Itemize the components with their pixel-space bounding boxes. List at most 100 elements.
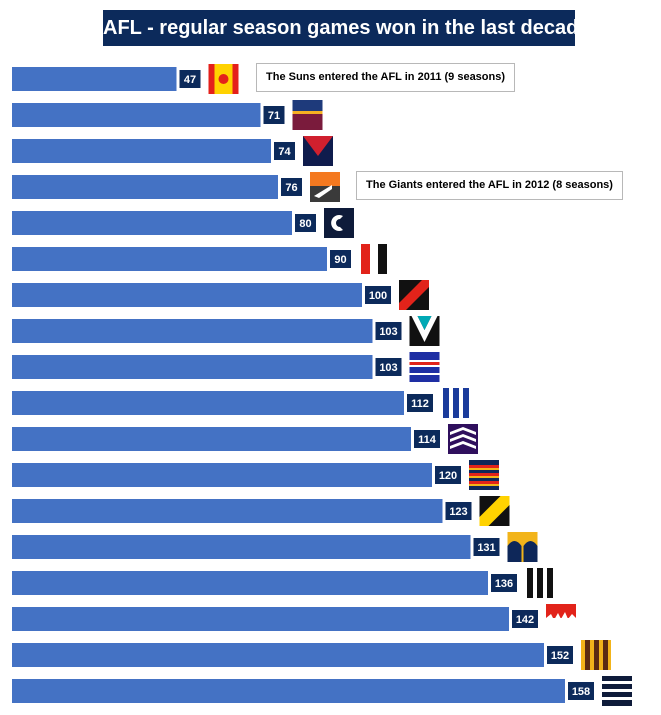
bar <box>12 535 471 559</box>
value-label: 136 <box>495 578 513 590</box>
icon-part <box>399 280 429 310</box>
bar <box>12 319 373 343</box>
guernsey-black-yellow-sash-icon <box>479 496 510 526</box>
icon-part <box>292 100 323 111</box>
icon-part <box>547 568 553 598</box>
guernsey-purple-chevrons-icon <box>448 424 478 454</box>
icon-part <box>409 352 440 360</box>
value-label: 114 <box>418 434 437 446</box>
value-label-box <box>568 682 594 700</box>
bar <box>12 67 177 91</box>
value-label-box <box>330 250 351 268</box>
bar <box>12 283 362 307</box>
icon-part <box>594 640 599 670</box>
bar <box>12 499 443 523</box>
value-label: 71 <box>268 110 280 122</box>
bar <box>12 679 565 703</box>
icon-part <box>453 388 459 418</box>
guernsey-black-teal-chevron-icon <box>409 316 440 346</box>
bar <box>12 211 292 235</box>
value-label: 123 <box>449 506 467 518</box>
value-label-box <box>179 70 201 88</box>
icon-part <box>324 208 354 238</box>
bar <box>12 571 488 595</box>
icon-part <box>469 473 499 476</box>
icon-part <box>546 604 576 618</box>
value-label-box <box>473 538 500 556</box>
bar <box>12 427 411 451</box>
icon-part <box>218 74 229 84</box>
bar <box>12 175 278 199</box>
icon-part <box>546 612 576 622</box>
guernsey-navy-red-gold-hoops-icon <box>469 460 499 490</box>
value-label-box <box>547 646 573 664</box>
icon-part <box>602 684 632 689</box>
guernsey-navy-red-v-icon <box>303 136 333 166</box>
value-label: 100 <box>369 290 387 302</box>
guernsey-black-red-sash-icon <box>399 280 429 310</box>
value-label-box <box>414 430 440 448</box>
bar <box>12 607 509 631</box>
bar <box>12 247 327 271</box>
annotation-note: The Suns entered the AFL in 2011 (9 seas… <box>256 63 516 92</box>
bar <box>12 355 373 379</box>
icon-part <box>523 541 538 562</box>
value-label: 152 <box>551 650 569 662</box>
guernsey-navy-gold-arches-icon <box>507 532 538 562</box>
guernsey-red-yellow-sun-icon <box>208 64 239 94</box>
value-label-box <box>365 286 391 304</box>
icon-part <box>479 496 510 526</box>
guernsey-red-white-bloods-icon <box>546 604 576 634</box>
value-label: 90 <box>334 254 346 266</box>
value-label-box <box>435 466 461 484</box>
icon-part <box>409 362 440 365</box>
value-label: 142 <box>516 614 534 626</box>
icon-part <box>450 427 476 435</box>
icon-part <box>450 434 476 442</box>
value-label: 103 <box>379 362 397 374</box>
bar <box>12 391 404 415</box>
icon-part <box>409 367 440 373</box>
guernsey-maroon-blue-gold-icon <box>292 100 323 130</box>
icon-part <box>603 640 608 670</box>
icon-part <box>417 316 432 330</box>
value-label: 112 <box>411 398 429 410</box>
guernsey-black-white-stripes-icon <box>525 568 555 598</box>
icon-part <box>469 481 499 484</box>
icon-part <box>602 676 632 681</box>
icon-part <box>507 541 522 562</box>
value-label: 120 <box>439 470 457 482</box>
icon-part <box>527 568 533 598</box>
value-label: 80 <box>299 218 311 230</box>
guernsey-orange-charcoal-icon <box>310 172 340 202</box>
value-label: 158 <box>572 686 590 698</box>
icon-part <box>602 700 632 706</box>
guernsey-brown-gold-stripes-icon <box>581 640 611 670</box>
guernsey-navy-white-hoops-icon <box>602 676 632 706</box>
icon-part <box>602 692 632 697</box>
value-label: 76 <box>285 182 297 194</box>
value-label-box <box>281 178 302 196</box>
icon-part <box>469 476 499 478</box>
bar <box>12 643 544 667</box>
value-label: 47 <box>184 74 196 86</box>
icon-part <box>378 244 387 274</box>
value-label-box <box>375 322 402 340</box>
icon-part <box>450 441 476 449</box>
bar <box>12 463 432 487</box>
value-label-box <box>407 394 433 412</box>
bar <box>12 139 271 163</box>
value-label: 131 <box>477 542 495 554</box>
value-label-box <box>491 574 517 592</box>
value-label-box <box>295 214 316 232</box>
chart-title: AFL - regular season games won in the la… <box>103 10 589 46</box>
value-label-box <box>375 358 402 376</box>
icon-part <box>409 375 440 382</box>
icon-part <box>310 186 340 202</box>
icon-part <box>469 468 499 470</box>
icon-part <box>469 465 499 468</box>
icon-part <box>303 136 333 156</box>
icon-part <box>585 640 590 670</box>
value-label-box <box>445 502 472 520</box>
